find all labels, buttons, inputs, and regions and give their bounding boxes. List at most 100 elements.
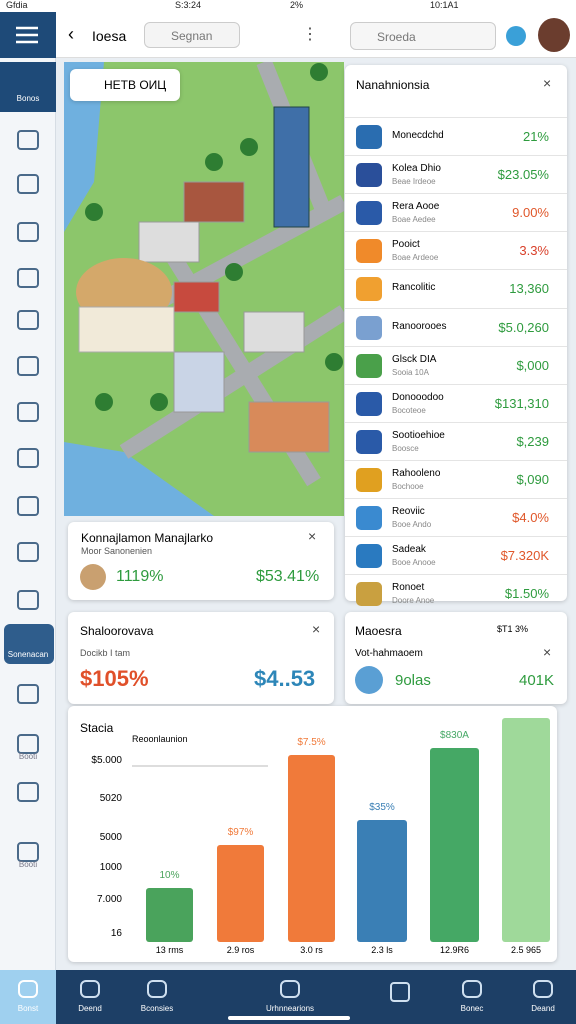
sidebar-icon[interactable] xyxy=(17,130,39,150)
sidebar-icon[interactable] xyxy=(17,356,39,376)
sidebar-icon[interactable] xyxy=(17,684,39,704)
stat: 1119% xyxy=(116,568,164,585)
row-icon xyxy=(356,315,382,340)
right-top-bar: Sroeda xyxy=(340,12,576,58)
bar-category: 2.3 ls xyxy=(371,945,393,955)
row-value: $,239 xyxy=(516,433,549,449)
list-row[interactable]: Rahooleno Bochooe $,090 xyxy=(345,459,567,498)
row-icon xyxy=(356,582,382,607)
bar xyxy=(430,748,479,942)
bar-category: 13 rms xyxy=(156,945,184,955)
battery: 2% xyxy=(290,0,304,10)
axis-label: $5.000 xyxy=(91,755,122,766)
list-row[interactable]: Rera Aooe Boae Aedee 9.00% xyxy=(345,193,567,231)
nav-icon[interactable] xyxy=(147,980,167,998)
list-row[interactable]: Reoviic Booe Ando $4.0% xyxy=(345,498,567,536)
nav-icon[interactable] xyxy=(280,980,300,998)
stat: $53.41% xyxy=(256,568,320,585)
nav-icon[interactable] xyxy=(18,980,38,998)
sidebar-icon[interactable] xyxy=(17,496,39,516)
nav-icon[interactable] xyxy=(533,980,553,998)
list-row[interactable]: Ranoorooes $5.0,260 xyxy=(345,307,567,346)
avatar[interactable] xyxy=(538,18,570,52)
info-card: Konnajlamon Manajlarko Moor Sanonenien ×… xyxy=(68,522,334,600)
list-row[interactable]: Pooict Boae Ardeoe 3.3% xyxy=(345,231,567,269)
sidebar-icon[interactable] xyxy=(17,842,39,862)
bar-category: 2.5 965 xyxy=(511,945,541,955)
list-row[interactable]: Monecdchd 21% xyxy=(345,117,567,155)
sidebar-icon[interactable] xyxy=(17,448,39,468)
row-name: Sootioehioe xyxy=(392,429,445,441)
row-name: Glsck DIA xyxy=(392,353,437,365)
sidebar-icon[interactable] xyxy=(17,268,39,288)
row-name: Rahooleno xyxy=(392,467,441,479)
row-value: $,000 xyxy=(516,357,549,373)
map-label[interactable]: HETB ОИЦ xyxy=(70,69,180,101)
close-icon[interactable]: × xyxy=(308,528,317,544)
row-value: $,090 xyxy=(516,471,549,487)
back-icon[interactable]: ‹ xyxy=(68,24,74,44)
sidebar-icon[interactable] xyxy=(17,590,39,610)
search-placeholder: Sroeda xyxy=(377,30,416,44)
card-icon xyxy=(355,666,383,694)
row-name: Rancolitic xyxy=(392,282,436,294)
row-value: 9.00% xyxy=(512,205,549,221)
row-value: $131,310 xyxy=(494,395,549,411)
card-title: Konnajlamon Manajlarko xyxy=(81,531,214,545)
list-row[interactable]: Rancolitic 13,360 xyxy=(345,269,567,307)
sidebar-top-item[interactable] xyxy=(0,62,56,112)
sidebar-icon[interactable] xyxy=(17,542,39,562)
refresh-button[interactable] xyxy=(506,26,526,46)
sidebar-icon[interactable] xyxy=(17,782,39,802)
nav-label: Deand xyxy=(531,1004,555,1013)
row-value: 13,360 xyxy=(509,281,549,297)
summary-card: Maoesra $T1 3% Vot-hahmaoem × 9olas 401K xyxy=(345,612,567,704)
list-row[interactable]: Sootioehioe Boosce $,239 xyxy=(345,421,567,460)
menu-button[interactable] xyxy=(0,12,56,58)
bar-label: $97% xyxy=(228,827,254,838)
search-box[interactable]: Sroeda xyxy=(350,22,496,50)
search-box[interactable]: Segnan xyxy=(144,22,240,48)
carrier: Gfdia xyxy=(6,0,28,10)
card-subtitle: Docikb I tam xyxy=(80,648,131,658)
more-icon[interactable]: ⋮ xyxy=(302,26,318,43)
chart-panel: Stacia Reoonlaunion $5.000 5020 5000 1000 7.… xyxy=(68,706,557,962)
list-row[interactable]: Ronoet Doore Anoe $1.50% xyxy=(345,574,567,612)
list-row[interactable]: Kolea Dhio Beae Irdeoe $23.05% xyxy=(345,155,567,193)
time: S:3:24 xyxy=(175,0,202,10)
time: 10:1A1 xyxy=(430,0,459,10)
bar xyxy=(357,820,407,942)
row-sub: Boosce xyxy=(392,443,419,453)
axis-label: 1000 xyxy=(100,862,123,873)
nav-icon[interactable] xyxy=(390,982,410,1002)
nav-icon[interactable] xyxy=(80,980,100,998)
row-icon xyxy=(356,239,382,264)
row-value: $5.0,260 xyxy=(498,319,549,335)
close-icon[interactable]: × xyxy=(312,621,321,637)
row-name: Sadeak xyxy=(392,544,426,556)
sidebar-icon[interactable] xyxy=(17,310,39,330)
list-row[interactable]: Donooodoo Bocoteoe $131,310 xyxy=(345,383,567,422)
sidebar-icon[interactable] xyxy=(17,222,39,242)
axis-label: 7.000 xyxy=(97,894,122,905)
nav-label: Deend xyxy=(78,1004,102,1013)
sidebar-icon[interactable] xyxy=(17,734,39,754)
bar xyxy=(217,845,264,942)
list-row[interactable]: Sadeak Booe Anooe $7.320K xyxy=(345,536,567,574)
row-name: Kolea Dhio xyxy=(392,163,441,175)
axis-label: 5000 xyxy=(100,832,123,843)
sidebar-icon[interactable] xyxy=(17,174,39,194)
axis-label: 16 xyxy=(111,928,123,939)
sidebar-label: Sonenacan xyxy=(7,650,49,659)
trees xyxy=(85,63,343,411)
list-row[interactable]: Glsck DIA Sooia 10A $,000 xyxy=(345,345,567,384)
tower xyxy=(273,106,310,228)
sidebar-icon[interactable] xyxy=(17,402,39,422)
close-icon[interactable]: × xyxy=(543,644,552,660)
bar-label: $7.5% xyxy=(297,737,325,748)
close-icon[interactable]: × xyxy=(543,75,552,91)
row-value: 21% xyxy=(522,129,549,144)
stat: 9olas xyxy=(395,672,431,689)
nav-icon[interactable] xyxy=(462,980,482,998)
mosque xyxy=(78,306,175,353)
